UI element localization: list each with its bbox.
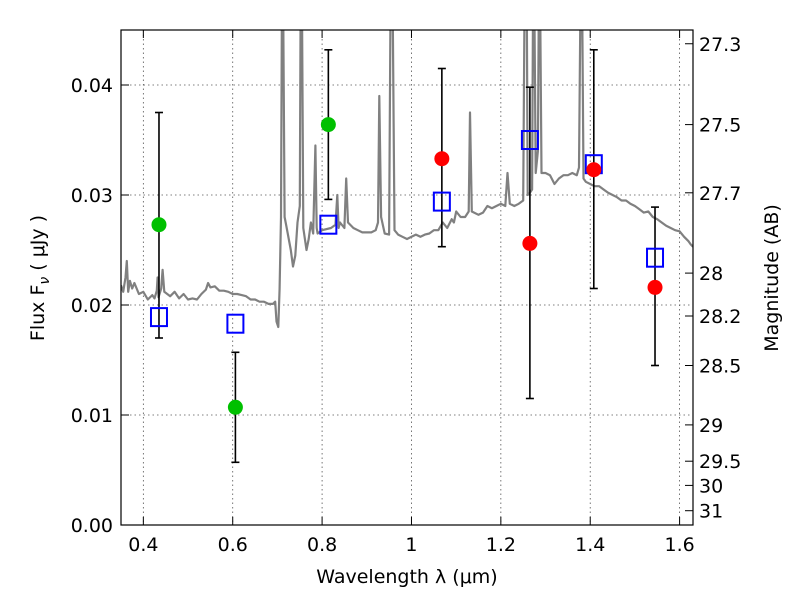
y-tick-label: 0.01 [71, 405, 113, 427]
y2-tick-label: 31 [699, 501, 723, 523]
axis-ticks: 0.4 0.6 0.8 1 1.2 1.4 1.6 0.00 0.01 0.02 0.03 0.04 2… [71, 30, 741, 556]
grid-lines [121, 30, 693, 525]
y2-tick-label: 29 [699, 415, 723, 437]
observed-circle-point [522, 235, 538, 251]
y2-tick-label: 27.7 [699, 183, 741, 205]
y-tick-label: 0.02 [71, 295, 113, 317]
spectrum-line [121, 30, 693, 329]
x-tick-label: 0.4 [128, 534, 158, 556]
y2-tick-label: 28.2 [699, 306, 741, 328]
x-tick-label: 1.6 [664, 534, 694, 556]
y-tick-label: 0.03 [71, 185, 113, 207]
observed-circle-point [227, 399, 243, 415]
observed-circle-point [320, 117, 336, 133]
y2-tick-label: 29.5 [699, 451, 741, 473]
x-tick-label: 1.4 [575, 534, 605, 556]
y2-tick-label: 30 [699, 475, 723, 497]
plot-data [121, 30, 693, 464]
model-square-point [319, 214, 338, 235]
model-square-point [226, 313, 245, 334]
y2-tick-label: 27.5 [699, 115, 741, 137]
model-square-point [432, 191, 451, 212]
model-square-point [646, 247, 665, 268]
y2-tick-label: 27.3 [699, 34, 741, 56]
model-square-point [149, 307, 168, 328]
y-axis-title-main: Flux F [27, 285, 49, 341]
y-axis-title: Flux Fν ( μJy ) [27, 215, 53, 341]
observed-circle-point [151, 217, 167, 233]
plot-frame [120, 29, 694, 526]
y2-tick-label: 28.5 [699, 356, 741, 378]
y-axis-title-subscript: ν [37, 277, 53, 285]
model-square-point [520, 130, 539, 150]
observed-circle-point [586, 162, 602, 178]
x-tick-label: 0.6 [218, 534, 248, 556]
x-tick-label: 1.2 [486, 534, 516, 556]
y2-axis-title: Magnitude (AB) [761, 204, 783, 352]
y-tick-label: 0.04 [71, 75, 113, 97]
x-tick-label: 0.8 [307, 534, 337, 556]
x-axis-title: Wavelength λ (μm) [316, 566, 497, 588]
y2-tick-label: 28 [699, 263, 723, 285]
observed-circle-point [434, 151, 450, 167]
observed-circle-point [647, 279, 663, 295]
y-tick-label: 0.00 [71, 515, 113, 537]
y-axis-title-unit: ( μJy ) [27, 215, 49, 277]
x-tick-label: 1 [405, 534, 417, 556]
